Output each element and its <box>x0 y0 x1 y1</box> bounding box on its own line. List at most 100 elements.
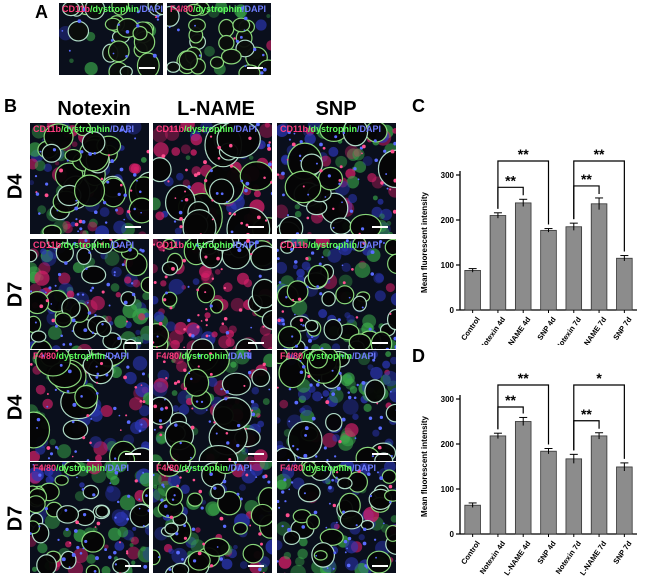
x-tick-label: SNP 4d <box>535 539 558 566</box>
marker-label: /DAPI <box>233 124 258 134</box>
bar-control <box>464 504 481 535</box>
panel-letter-a: A <box>35 2 48 22</box>
marker-label: F4/80 <box>156 351 180 361</box>
marker-label: /dystrophin <box>184 124 234 134</box>
micrograph-texture <box>153 123 272 234</box>
bar-l-name-4d <box>514 421 532 535</box>
marker-label: F4/80 <box>156 463 180 473</box>
marker-label: /DAPI <box>352 463 377 473</box>
bar-control <box>464 269 481 311</box>
marker-label: /dystrophin <box>90 4 140 14</box>
significance-label: ** <box>581 171 592 187</box>
x-tick-label: Notexin 7d <box>554 315 584 345</box>
marker-label: CD11b <box>156 240 185 250</box>
x-tick-label: SNP 4d <box>535 315 558 342</box>
bar-l-name-4d <box>514 202 532 311</box>
marker-label: CD11b <box>33 124 62 134</box>
significance-label: * <box>596 370 602 386</box>
marker-label: /dystrophin <box>303 463 353 473</box>
micrograph-b-1-2: CD11b/dystrophin/DAPI <box>276 238 397 351</box>
micrograph-b-2-2: F4/80/dystrophin/DAPI <box>276 349 397 462</box>
significance-label: ** <box>581 406 592 422</box>
row-header-d4-f480: D4 <box>4 394 27 421</box>
micrograph-label: F4/80/dystrophin/DAPI <box>33 463 129 474</box>
bar-notexin-4d <box>489 435 507 535</box>
marker-label: /dystrophin <box>184 240 234 250</box>
x-tick-label: L-NAME 7d <box>578 315 609 345</box>
bar-snp-4d <box>540 229 557 311</box>
micrograph-texture <box>30 350 149 461</box>
marker-label: /DAPI <box>110 240 135 250</box>
scale-bar <box>248 226 264 228</box>
micrograph-label: CD11b/dystrophin/DAPI <box>156 124 257 135</box>
y-axis-label: Mean fluorescent intensity <box>420 416 429 517</box>
micrograph-a-2-texture <box>167 3 271 75</box>
bar-snp-7d <box>616 257 633 311</box>
bar-notexin-7d <box>565 458 583 535</box>
micrograph-texture <box>277 350 396 461</box>
y-tick-label: 0 <box>450 530 455 539</box>
marker-label: /DAPI <box>139 4 164 14</box>
bar-l-name-7d <box>590 435 608 535</box>
micrograph-label: F4/80/dystrophin/DAPI <box>156 463 252 474</box>
micrograph-texture <box>153 462 272 573</box>
significance-bracket <box>497 384 550 445</box>
marker-label: /DAPI <box>357 124 382 134</box>
marker-label: /DAPI <box>105 351 130 361</box>
marker-label: CD11b <box>280 240 309 250</box>
micrograph-texture <box>277 462 396 573</box>
x-tick-label: L-NAME 4d <box>502 315 533 345</box>
micrograph-texture <box>30 123 149 234</box>
micrograph-label: F4/80/dystrophin/DAPI <box>33 351 129 362</box>
micrograph-label: CD11b/dystrophin/DAPI <box>33 240 134 251</box>
marker-label: /dystrophin <box>56 351 106 361</box>
micrograph-label: CD11b/dystrophin/DAPI <box>33 124 134 135</box>
marker-label: /DAPI <box>233 240 258 250</box>
scale-bar <box>372 226 388 228</box>
micrograph-texture <box>153 239 272 350</box>
y-tick-label: 200 <box>441 216 455 225</box>
micrograph-texture <box>30 462 149 573</box>
bar-l-name-7d <box>590 203 608 311</box>
scale-bar <box>372 342 388 344</box>
micrograph-label: CD11b/dystrophin/DAPI <box>280 240 381 251</box>
micrograph-b-2-0: F4/80/dystrophin/DAPI <box>29 349 150 462</box>
marker-label: /DAPI <box>242 4 267 14</box>
marker-label: /DAPI <box>352 351 377 361</box>
micrograph-b-1-0: CD11b/dystrophin/DAPI <box>29 238 150 351</box>
x-tick-label: Control <box>459 539 482 566</box>
row-header-d7-f480: D7 <box>4 505 27 532</box>
micrograph-b-3-0: F4/80/dystrophin/DAPI <box>29 461 150 574</box>
micrograph-a-1: CD11b/dystrophin/DAPI <box>58 2 164 76</box>
x-tick-label: Notexin 4d <box>478 315 508 345</box>
marker-label: /DAPI <box>105 463 130 473</box>
y-tick-label: 0 <box>450 306 455 315</box>
significance-label: ** <box>518 146 529 162</box>
column-header-notexin: Notexin <box>57 98 131 120</box>
scale-bar <box>372 453 388 455</box>
significance-label: ** <box>505 392 516 408</box>
marker-label: /dystrophin <box>308 124 358 134</box>
marker-label: /dystrophin <box>179 351 229 361</box>
marker-label: /dystrophin <box>61 124 111 134</box>
significance-label: ** <box>505 172 516 188</box>
column-header-snp: SNP <box>315 98 357 120</box>
micrograph-label: F4/80/dystrophin/DAPI <box>280 463 376 474</box>
scale-bar <box>125 226 141 228</box>
x-tick-label: SNP 7d <box>611 315 634 342</box>
y-tick-label: 200 <box>441 440 455 449</box>
micrograph-label: CD11b/dystrophin/DAPI <box>156 240 257 251</box>
marker-label: /dystrophin <box>308 240 358 250</box>
y-tick-label: 100 <box>441 485 455 494</box>
marker-label: CD11b <box>280 124 309 134</box>
micrograph-b-2-1: F4/80/dystrophin/DAPI <box>152 349 273 462</box>
bar-chart-c: 0 100 200 300 Mean fluorescent intensity Cont… <box>420 146 637 345</box>
micrograph-label: F4/80/dystrophin/DAPI <box>170 4 266 15</box>
panel-letter-b: B <box>4 96 17 116</box>
micrograph-b-0-2: CD11b/dystrophin/DAPI <box>276 122 397 235</box>
scale-bar <box>139 67 155 69</box>
marker-label: /DAPI <box>228 351 253 361</box>
micrograph-label: F4/80/dystrophin/DAPI <box>280 351 376 362</box>
marker-label: F4/80 <box>33 463 57 473</box>
panel-letter-d: D <box>412 346 425 366</box>
